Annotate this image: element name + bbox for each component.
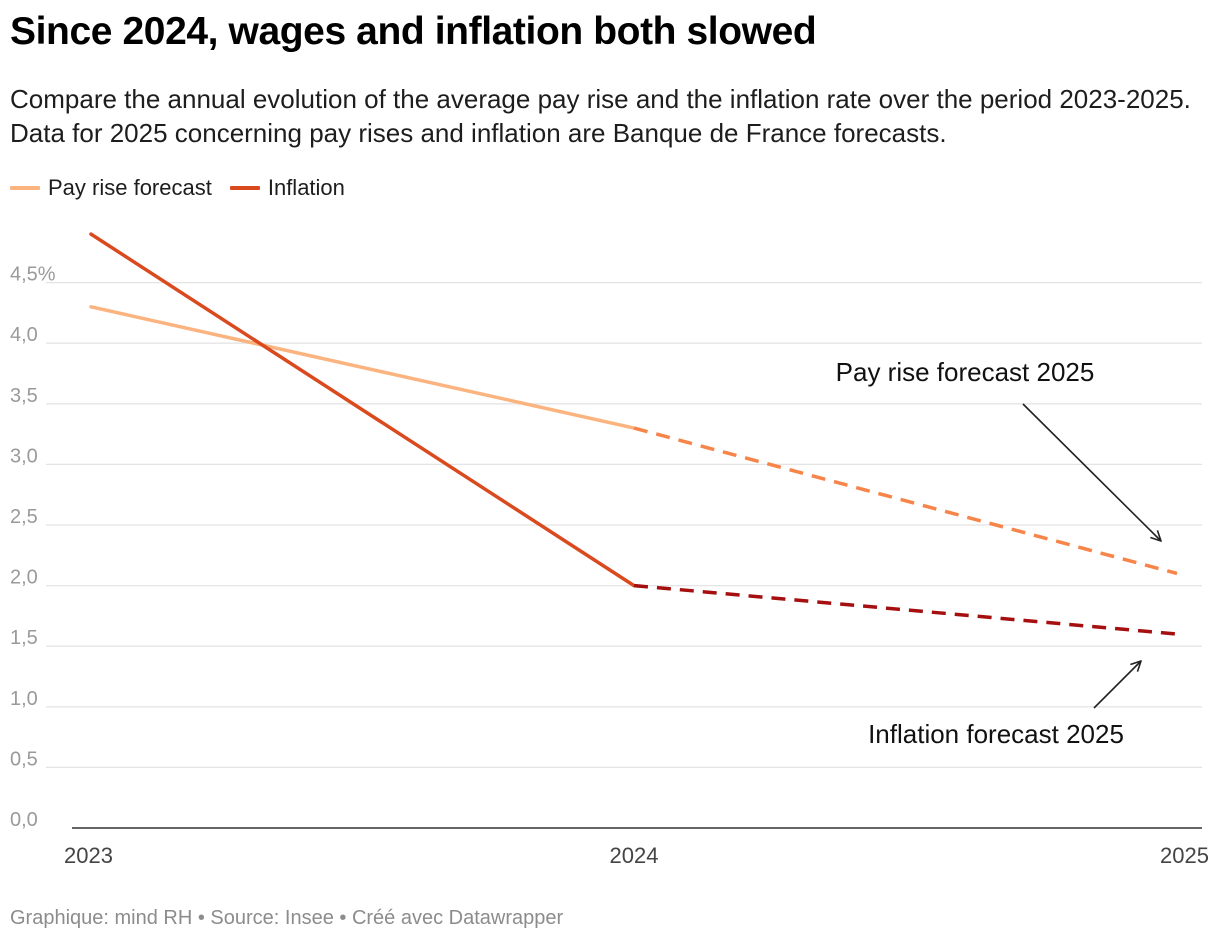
chart-subtitle: Compare the annual evolution of the aver… (10, 84, 1191, 148)
annotation-pay-rise-forecast-2025: Pay rise forecast 2025 (836, 357, 1095, 387)
annotation-arrow-inflation (1093, 661, 1141, 709)
legend-label-inflation: Inflation (267, 175, 345, 200)
y-tick-label: 4,0 (10, 324, 38, 346)
line-chart: 0,0 0,5 1,0 1,5 2,0 2,5 3,0 3,5 4,0 4,5% 2023 2024… (10, 232, 1209, 868)
annotations: Pay rise forecast 2025 Inflation forecas… (836, 357, 1161, 749)
y-tick-label: 0,0 (10, 809, 38, 831)
y-tick-label: 1,5 (10, 627, 38, 649)
series-lines (89, 232, 1178, 636)
y-tick-label: 3,5 (10, 385, 38, 407)
y-tick-label: 0,5 (10, 748, 38, 770)
y-tick-label: 2,0 (10, 567, 38, 589)
series-forecast-line-inflation (633, 583, 1178, 636)
chart-footer: Graphique: mind RH • Source: Insee • Cré… (10, 907, 564, 929)
y-tick-label: 3,0 (10, 445, 38, 467)
legend-swatch-inflation (229, 186, 260, 190)
legend-swatch-pay-rise (10, 186, 40, 190)
x-tick-label: 2024 (610, 843, 659, 868)
y-tick-label: 1,0 (10, 688, 38, 710)
x-tick-label: 2025 (1160, 843, 1209, 868)
legend: Pay rise forecast Inflation (10, 173, 363, 203)
annotation-arrow-pay-rise (1022, 403, 1161, 541)
legend-item-pay-rise: Pay rise forecast (10, 175, 212, 201)
y-tick-label: 2,5 (10, 506, 38, 528)
legend-item-inflation: Inflation (229, 175, 345, 201)
x-tick-label: 2023 (64, 843, 113, 868)
series-line-pay-rise (89, 305, 636, 430)
series-line-inflation (89, 232, 636, 588)
y-axis-tick-labels: 0,0 0,5 1,0 1,5 2,0 2,5 3,0 3,5 4,0 4,5% (10, 264, 56, 831)
y-tick-label: 4,5% (10, 264, 56, 286)
series-forecast-line-pay-rise (633, 426, 1178, 576)
chart-title: Since 2024, wages and inflation both slo… (10, 10, 817, 53)
grid-lines (46, 281, 1202, 769)
x-axis-tick-labels: 2023 2024 2025 (64, 843, 1209, 868)
legend-label-pay-rise: Pay rise forecast (48, 175, 212, 200)
annotation-inflation-forecast-2025: Inflation forecast 2025 (868, 719, 1124, 749)
